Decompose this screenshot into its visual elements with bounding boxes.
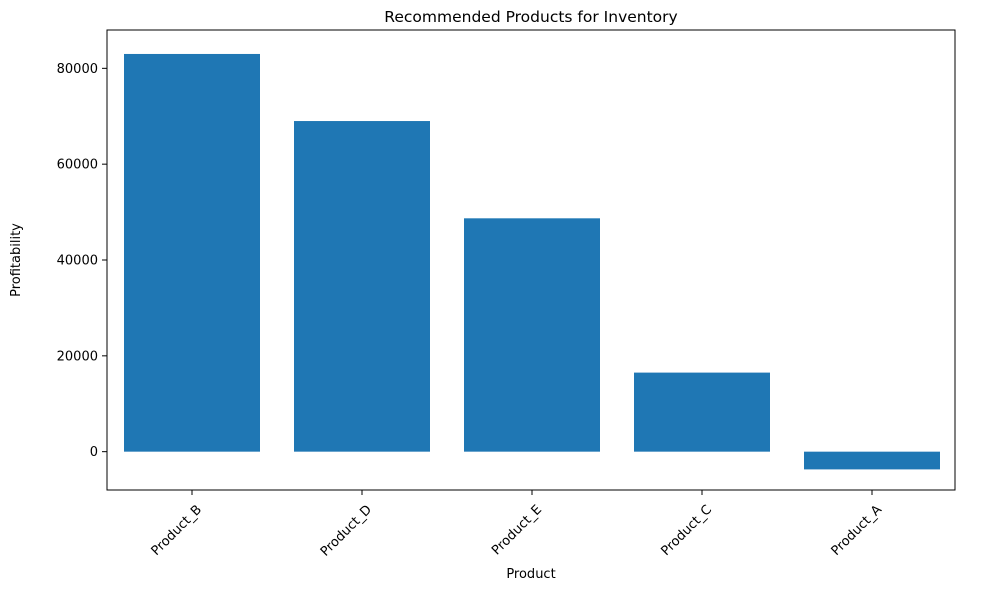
y-tick-label: 40000: [57, 254, 98, 269]
y-tick-label: 60000: [57, 158, 98, 173]
bar-product-e: [464, 218, 600, 452]
bar-product-c: [634, 372, 770, 452]
y-tick-label: 20000: [57, 349, 98, 364]
y-tick-label: 0: [90, 445, 98, 460]
bar-product-d: [294, 121, 430, 452]
bar-product-b: [124, 53, 260, 452]
chart-title: Recommended Products for Inventory: [384, 8, 677, 26]
y-tick-label: 80000: [57, 62, 98, 77]
x-axis-title: Product: [506, 567, 555, 582]
y-axis-ticks: 0 20000 40000 60000 80000: [57, 62, 107, 460]
bars-group: [124, 53, 940, 470]
y-axis-title: Profitability: [9, 223, 24, 297]
bar-product-a: [804, 451, 940, 470]
